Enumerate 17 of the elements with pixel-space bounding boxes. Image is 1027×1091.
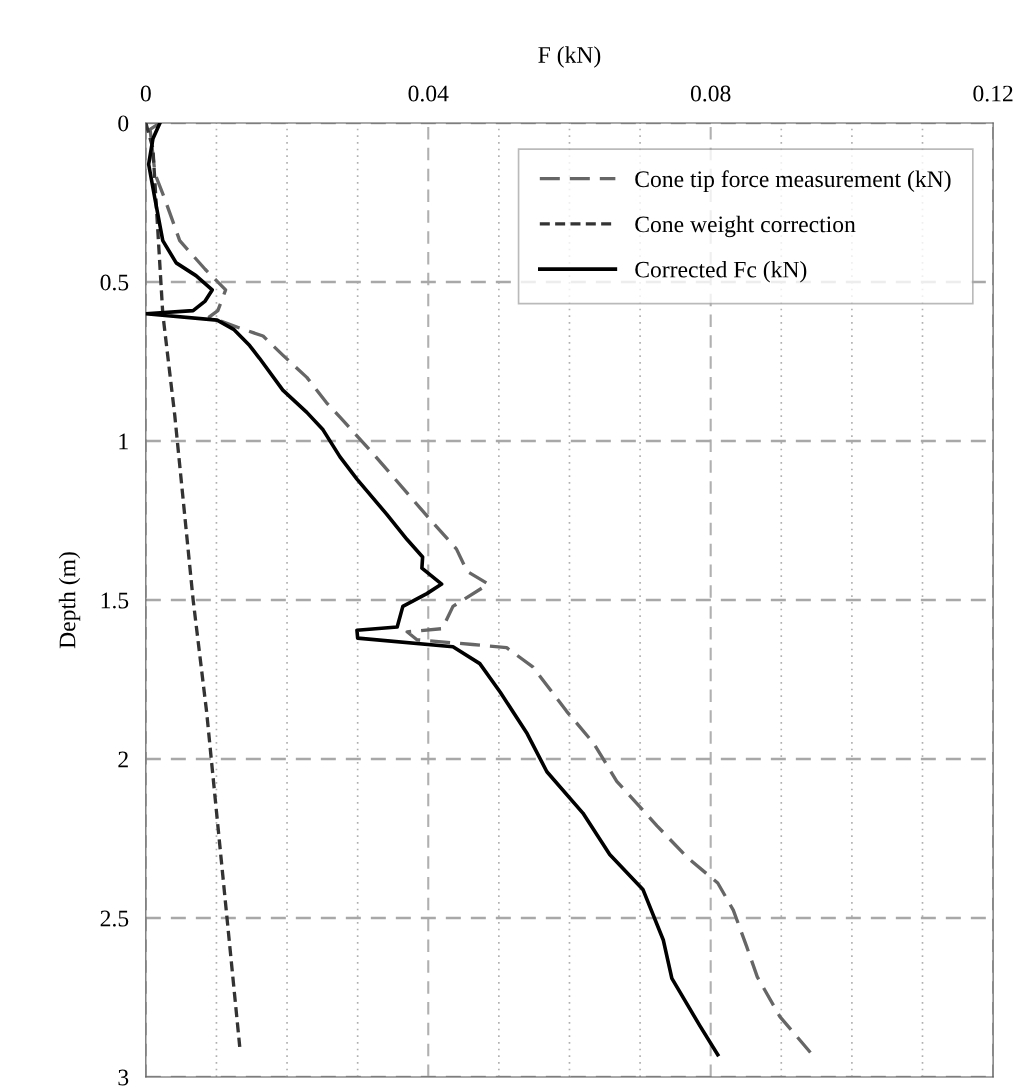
x-tick-label: 0.12	[973, 85, 1013, 102]
y-tick-label: 0	[118, 115, 129, 132]
legend-label: Corrected Fc (kN)	[635, 260, 807, 283]
y-tick-label: 0.5	[100, 274, 129, 291]
y-tick-label: 1.5	[101, 592, 129, 609]
y-tick-label: 2.5	[100, 910, 129, 927]
y-axis-title: Depth (m)	[58, 552, 81, 649]
x-tick-label: 0	[140, 85, 151, 102]
y-tick-label: 1	[119, 433, 128, 450]
y-tick-label: 2	[118, 751, 128, 768]
legend-label: Cone tip force measurement (kN)	[635, 170, 951, 192]
x-tick-label: 0.04	[408, 85, 449, 102]
y-tick-label: 3	[118, 1069, 129, 1086]
x-tick-label: 0.08	[690, 85, 731, 102]
legend-label: Cone weight correction	[635, 215, 856, 238]
line-series	[145, 122, 242, 1049]
x-axis-title: F (kN)	[538, 46, 601, 68]
